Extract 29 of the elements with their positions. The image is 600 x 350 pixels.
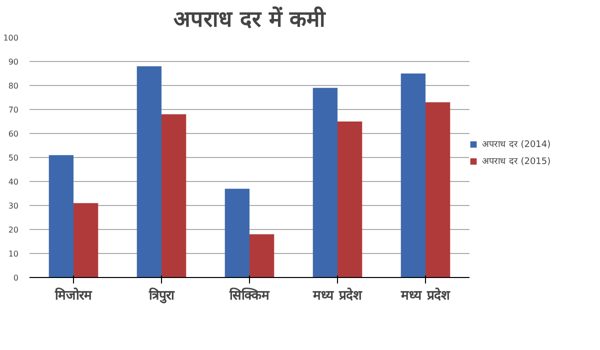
x-tick-label: मध्य प्रदेश — [400, 288, 451, 304]
bar — [338, 122, 362, 278]
bar — [224, 188, 250, 278]
y-tick-label: 20 — [8, 226, 19, 234]
x-tick-label: मध्य प्रदेश — [312, 288, 363, 304]
x-tick-label: त्रिपुरा — [148, 288, 175, 304]
x-tick-label: मिजोरम — [54, 288, 93, 304]
y-tick-label: 100 — [3, 34, 19, 42]
legend-label: अपराध दर (2015) — [482, 156, 551, 167]
bar — [136, 66, 162, 278]
y-tick-label: 0 — [13, 274, 19, 282]
bar — [48, 155, 74, 278]
legend-label: अपराध दर (2014) — [482, 139, 551, 150]
y-tick-label: 70 — [8, 106, 19, 114]
y-tick-label: 30 — [8, 202, 19, 210]
y-tick-label: 80 — [8, 82, 19, 90]
bar — [312, 88, 338, 278]
chart-title: अपराध दर में कमी — [174, 6, 326, 32]
bar — [74, 203, 98, 278]
bar — [162, 114, 186, 278]
bar — [400, 74, 426, 278]
bar — [426, 102, 450, 278]
y-tick-label: 50 — [8, 154, 19, 162]
y-tick-label: 10 — [8, 250, 19, 258]
bar — [250, 234, 274, 278]
x-tick-label: सिक्किम — [228, 288, 270, 304]
y-tick-label: 60 — [8, 130, 19, 138]
y-tick-label: 40 — [8, 178, 19, 186]
y-tick-label: 90 — [8, 58, 19, 66]
